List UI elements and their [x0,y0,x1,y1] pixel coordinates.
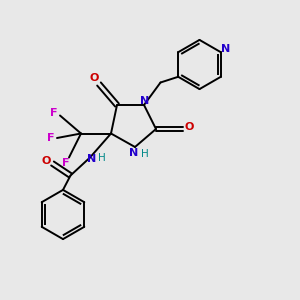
Text: F: F [50,108,57,118]
Text: O: O [90,73,99,83]
Text: O: O [42,155,51,166]
Text: N: N [87,154,96,164]
Text: F: F [47,133,54,143]
Text: N: N [129,148,138,158]
Text: H: H [98,153,105,163]
Text: F: F [62,158,70,169]
Text: N: N [140,95,149,106]
Text: N: N [221,44,230,54]
Text: O: O [184,122,194,133]
Text: H: H [141,148,148,159]
